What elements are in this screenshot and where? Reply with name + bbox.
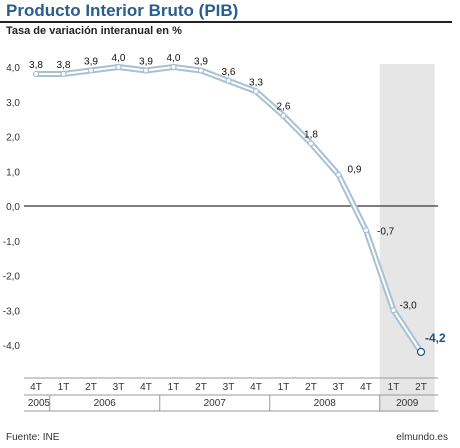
y-tick-label: -3,0: [3, 306, 21, 317]
data-label: 3,9: [139, 56, 153, 67]
x-tick-label: 3T: [113, 382, 125, 393]
x-tick-label: 1T: [168, 382, 180, 393]
data-label: 3,9: [194, 56, 208, 67]
data-label: 1,8: [304, 129, 318, 140]
title-rule: [0, 21, 452, 23]
data-point: [252, 88, 260, 95]
data-label: 3,8: [57, 60, 71, 71]
x-tick-label: 4T: [360, 382, 372, 393]
data-label: -0,7: [377, 226, 395, 237]
data-point: [280, 112, 287, 119]
x-tick-label: 1T: [58, 382, 70, 393]
chart-title: Producto Interior Bruto (PIB): [6, 1, 239, 20]
data-point: [416, 347, 426, 357]
x-axis: 4T 1T 2T 3T 4T 1T 2T 3T 4T 1T 2T 3T 4T 1T 2T 2005 2006 20…: [24, 377, 438, 412]
x-tick-label: 1T: [388, 382, 400, 393]
year-label: 2005: [28, 398, 51, 409]
y-tick-label: 3,0: [6, 98, 20, 109]
data-label: 4,0: [167, 53, 181, 64]
data-point: [197, 67, 205, 74]
x-tick-label: 3T: [223, 382, 235, 393]
data-label: 3,8: [29, 60, 43, 71]
data-point: [335, 171, 342, 178]
data-label: 0,9: [348, 165, 362, 176]
y-tick-label: -2,0: [3, 272, 21, 283]
series-line-inner: [35, 66, 422, 353]
data-label: -4,2: [425, 331, 446, 345]
year-label: 2007: [204, 398, 227, 409]
x-tick-label: 4T: [30, 382, 42, 393]
chart-subtitle: Tasa de variación interanual en %: [6, 25, 182, 37]
year-label: 2006: [94, 398, 117, 409]
source-note: Fuente: INE: [6, 432, 60, 443]
credit-note: elmundo.es: [396, 432, 448, 443]
x-tick-label: 1T: [278, 382, 290, 393]
y-tick-label: -1,0: [3, 237, 21, 248]
data-point: [170, 63, 177, 71]
y-tick-label: 1,0: [6, 167, 20, 178]
data-point: [142, 67, 150, 74]
y-tick-label: 2,0: [6, 133, 20, 144]
y-tick-label: 4,0: [6, 63, 20, 74]
series-layer: [32, 63, 426, 357]
data-point: [115, 63, 122, 71]
y-tick-label: -4,0: [3, 341, 21, 352]
y-tick-label: 0,0: [6, 202, 20, 213]
shaded-bands: [379, 64, 435, 412]
data-label: 4,0: [112, 53, 126, 64]
y-axis: 4,0 3,0 2,0 1,0 0,0 -1,0 -2,0 -3,0 -4,0: [3, 63, 21, 352]
data-point: [307, 140, 315, 147]
year-label: 2008: [314, 398, 337, 409]
data-point: [60, 70, 67, 78]
x-tick-label: 2T: [305, 382, 317, 393]
data-label: 3,6: [222, 67, 236, 78]
data-labels: 3,8 3,8 3,9 4,0 3,9 4,0 3,9 3,6 3,3 2,6 1,8 0,9 -0,7…: [29, 53, 446, 345]
data-point: [390, 307, 397, 314]
data-label: 3,9: [84, 56, 98, 67]
x-tick-label: 4T: [250, 382, 262, 393]
data-label: 2,6: [277, 102, 291, 113]
shaded-band-2009: [379, 64, 435, 412]
x-tick-label: 4T: [140, 382, 152, 393]
x-tick-label: 2T: [195, 382, 207, 393]
data-point: [32, 70, 40, 78]
data-label: -3,0: [400, 300, 418, 311]
year-label: 2009: [396, 398, 419, 409]
data-point: [362, 227, 370, 234]
x-tick-label: 2T: [415, 382, 427, 393]
x-tick-label: 2T: [85, 382, 97, 393]
data-point: [225, 77, 232, 85]
x-tick-label: 3T: [333, 382, 345, 393]
data-label: 3,3: [249, 77, 263, 88]
data-point: [87, 67, 95, 74]
series-line-outer: [33, 64, 424, 355]
